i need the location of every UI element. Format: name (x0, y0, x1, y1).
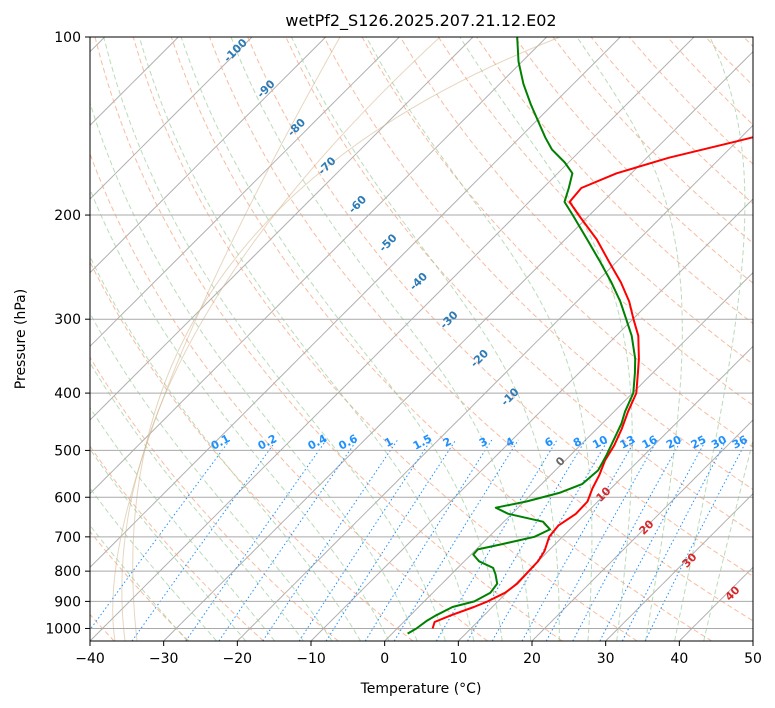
x-tick-label: −30 (149, 651, 179, 667)
dry-adiabat-line (399, 37, 753, 407)
y-tick-label: 400 (54, 386, 81, 402)
isobar-grid (90, 37, 753, 629)
moist-adiabat-line (103, 37, 446, 641)
moist-adiabat-line (90, 255, 361, 641)
y-tick-label: 100 (54, 30, 81, 46)
isotherm-line (384, 271, 753, 641)
mixing-ratio-label: 16 (640, 433, 660, 452)
decorative-curve (132, 37, 561, 641)
chart-title: wetPf2_S126.2025.207.21.12.E02 (285, 11, 556, 31)
mixing-ratio-label: 25 (689, 433, 709, 452)
y-tick-label: 800 (54, 564, 81, 580)
mixing-ratio-line (364, 439, 493, 641)
mixing-ratio-label: 30 (709, 433, 729, 452)
moist-adiabat-line (365, 37, 593, 641)
x-tick-label: 20 (523, 651, 541, 667)
dewpoint-series-line (407, 37, 637, 635)
dry-adiabat-line (323, 37, 753, 491)
x-tick-label: 50 (744, 651, 762, 667)
isotherm-line (90, 37, 548, 495)
isotherm-line (531, 419, 753, 641)
moist-adiabat-line (576, 37, 683, 641)
x-tick-label: −20 (223, 651, 253, 667)
x-tick-label: −40 (75, 651, 105, 667)
mixing-ratio-line (262, 439, 399, 641)
dry-adiabat-line (209, 37, 753, 622)
isotherm-line (310, 198, 753, 641)
dry-adiabat-line (90, 152, 488, 641)
isotherm-line (457, 345, 753, 641)
y-tick-label: 700 (54, 530, 81, 546)
mixing-ratio-line (545, 439, 658, 641)
y-tick-label: 500 (54, 443, 81, 459)
y-tick-label: 600 (54, 490, 81, 506)
x-tick-label: −10 (296, 651, 326, 667)
mixing-ratio-label: 10 (590, 433, 610, 452)
isotherm-line (236, 124, 753, 641)
sounding-series (407, 37, 753, 635)
x-tick-label: 30 (597, 651, 615, 667)
dry-adiabat-line (90, 356, 339, 641)
y-tick-label: 900 (54, 594, 81, 610)
x-tick-label: 0 (380, 651, 389, 667)
temperature-series-line (431, 136, 753, 629)
mixing-ratio-line (644, 439, 748, 641)
y-tick-label: 200 (54, 208, 81, 224)
x-tick-label: 40 (670, 651, 688, 667)
isotherm-line (678, 566, 753, 641)
dry-adiabat-line (90, 530, 190, 641)
mixing-ratio-line (393, 439, 519, 641)
mixing-ratio-label: 36 (730, 433, 750, 452)
isotherm-line (90, 37, 621, 569)
moist-adiabat-line (180, 37, 503, 641)
dry-adiabat-line (94, 37, 563, 641)
moist-adiabat-line (138, 37, 475, 641)
moist-adiabat-line (90, 448, 247, 641)
y-axis-label: Pressure (hPa) (13, 289, 29, 389)
isotherm-line (90, 37, 400, 348)
isotherm-line (163, 50, 753, 641)
isotherm-line (90, 37, 474, 421)
mixing-ratio-line (467, 439, 586, 641)
mixing-ratio-line (325, 439, 457, 641)
mixing-ratio-label: 20 (664, 433, 684, 452)
y-tick-label: 1000 (45, 621, 81, 637)
dry-adiabat-line (437, 37, 753, 365)
moist-adiabat-line (90, 406, 275, 641)
mixing-ratio-line (435, 439, 558, 641)
plot-frame (89, 36, 754, 642)
moist-adiabat-line (90, 187, 390, 641)
mixing-ratio-line (185, 439, 327, 641)
moist-adiabat-line (703, 438, 753, 641)
moist-adiabat-line (674, 37, 746, 641)
mixing-ratio-line (298, 439, 432, 641)
dry-adiabat-line (90, 260, 414, 641)
dry-adiabat-line (170, 37, 712, 641)
dry-adiabat-line (90, 445, 264, 641)
moist-adiabat-line (90, 312, 333, 641)
moist-adiabat-line (230, 37, 532, 641)
decorative-curve (121, 37, 441, 641)
dry-adiabat-line (514, 37, 753, 284)
y-axis-ticks: 100 200 300 400 500 600 700 800 900 1000 (45, 30, 90, 637)
mixing-ratio-line (90, 439, 231, 631)
dry-adiabat-line (247, 37, 753, 577)
y-tick-label: 300 (54, 312, 81, 328)
x-tick-label: 10 (449, 651, 467, 667)
x-axis-label: Temperature (°C) (360, 681, 482, 697)
mixing-ratio-line (218, 439, 358, 641)
dry-adiabat-line (132, 37, 638, 641)
mixing-ratio-label: 13 (618, 433, 638, 452)
moist-adiabat-line (291, 37, 560, 641)
mixing-ratio-line (521, 439, 636, 641)
x-axis-ticks: −40 −30 −20 −10 0 10 20 30 40 50 (75, 641, 762, 667)
